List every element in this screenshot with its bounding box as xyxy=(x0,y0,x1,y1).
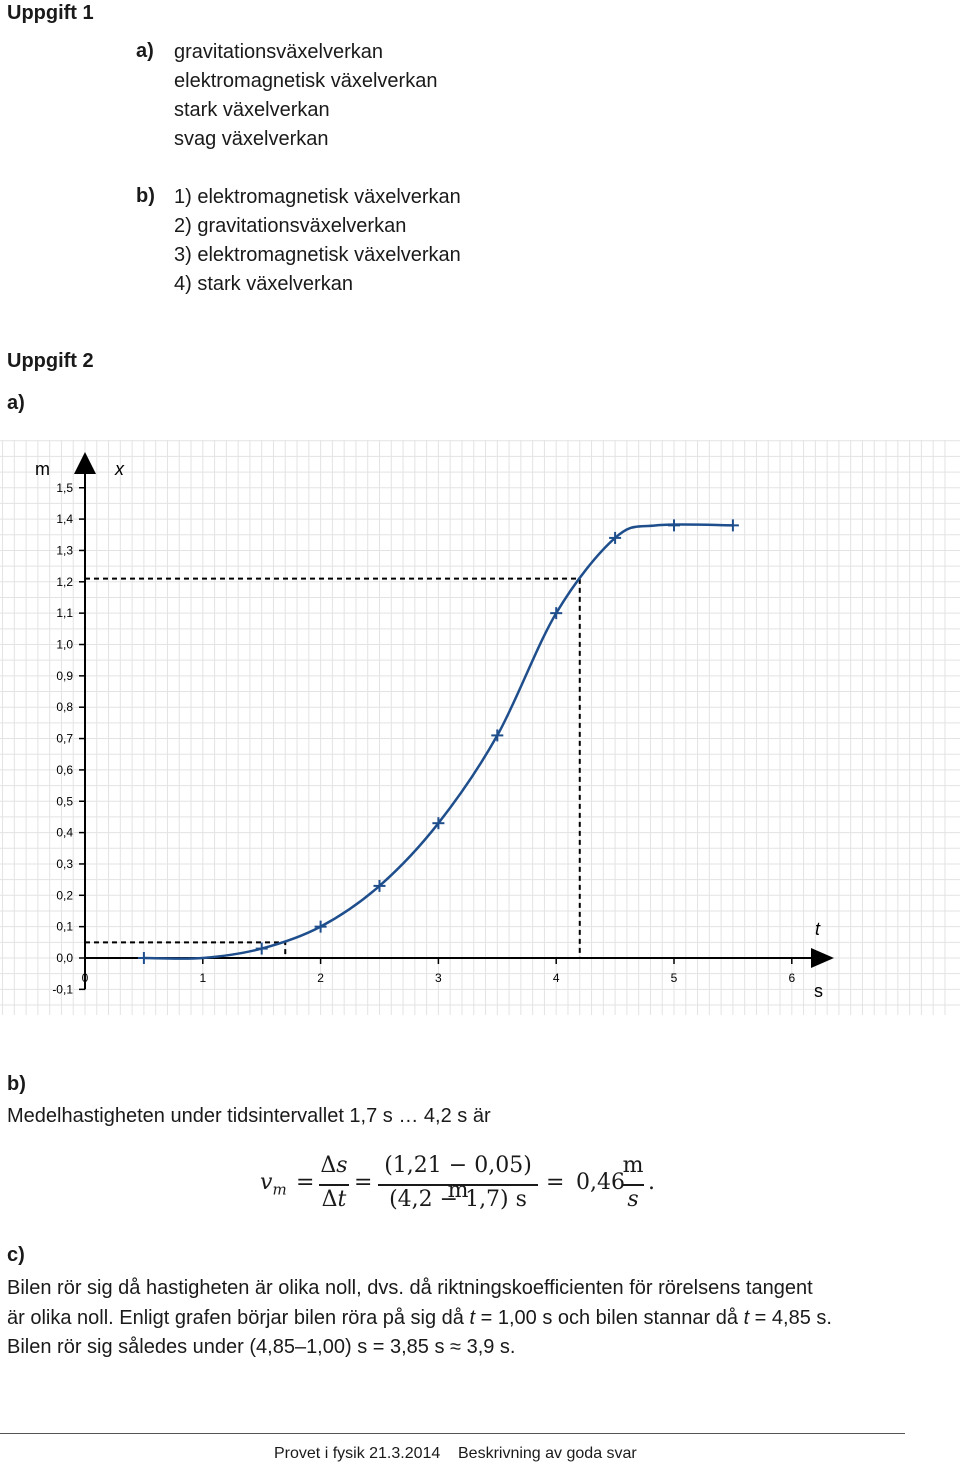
y-tick-label: 1,4 xyxy=(56,512,73,526)
footer-divider xyxy=(0,1433,905,1434)
y-tick-label: 1,5 xyxy=(56,481,73,495)
y-tick-label: 0,8 xyxy=(56,700,73,714)
x-axis-unit: s xyxy=(814,981,823,1001)
y-tick-label: 0,9 xyxy=(56,669,73,683)
formula-lhs: vm xyxy=(260,1170,287,1199)
y-tick-label: 0,6 xyxy=(56,763,73,777)
y-axis-variable: x xyxy=(114,459,125,479)
formula-eq3: = xyxy=(546,1170,565,1195)
y-tick-label: 1,2 xyxy=(56,575,73,589)
formula-eq2: = xyxy=(354,1170,373,1195)
data-point-marker xyxy=(491,729,504,742)
velocity-formula: vm = Δs Δt = (1,21 − 0,05) m (4,2 − 1,7)… xyxy=(0,1150,960,1220)
formula-unit-num: m xyxy=(622,1153,644,1178)
chart-markers xyxy=(137,519,739,964)
y-axis-arrow-icon xyxy=(74,452,96,474)
y-tick-label: 0,7 xyxy=(56,732,73,746)
x-tick-label: 4 xyxy=(553,971,560,985)
y-tick-label: 0,2 xyxy=(56,888,73,902)
chart-grid xyxy=(0,440,960,1015)
task1-a-item: elektromagnetisk växelverkan xyxy=(174,70,438,92)
x-tick-label: 0 xyxy=(82,971,89,985)
y-tick-label: 0,1 xyxy=(56,920,73,934)
task1-b-item: 1) elektromagnetisk växelverkan xyxy=(174,186,461,208)
formula-delta-den: Δt xyxy=(321,1187,347,1212)
task2-heading: Uppgift 2 xyxy=(7,350,94,372)
x-tick-label: 3 xyxy=(435,971,442,985)
data-point-marker xyxy=(137,952,150,964)
formula-result: 0,46 xyxy=(576,1170,625,1195)
x-tick-label: 5 xyxy=(671,971,678,985)
task1-a-label: a) xyxy=(136,40,154,62)
task1-a-item: stark växelverkan xyxy=(174,99,330,121)
task2-b-text: Medelhastigheten under tidsintervallet 1… xyxy=(7,1105,491,1127)
data-point-marker xyxy=(373,879,386,892)
y-tick-label: 1,1 xyxy=(56,606,73,620)
task2-a-label: a) xyxy=(7,392,25,414)
data-point-marker xyxy=(255,942,268,955)
y-axis-unit: m xyxy=(35,459,50,479)
formula-eq1: = xyxy=(296,1170,315,1195)
task1-a-item: svag växelverkan xyxy=(174,128,329,150)
task2-c-text: Bilen rör sig då hastigheten är olika no… xyxy=(7,1274,957,1363)
y-tick-label: -0,1 xyxy=(52,982,73,996)
formula-delta-num: Δs xyxy=(320,1153,348,1178)
formula-fraction-bar xyxy=(378,1184,538,1186)
formula-numerator: (1,21 − 0,05) m xyxy=(384,1153,532,1203)
chart-labels: -0,1 0,0 0,1 0,2 0,3 0,4 0,5 0,6 0,7 0,8 0,9 1,0 1,1… xyxy=(35,459,823,1001)
x-axis-variable: t xyxy=(815,919,821,939)
y-tick-label: 1,3 xyxy=(56,543,73,557)
task1-heading: Uppgift 1 xyxy=(7,2,94,24)
formula-unit-den: s xyxy=(627,1187,639,1212)
x-axis-arrow-icon xyxy=(811,948,834,968)
y-tick-label: 0,3 xyxy=(56,857,73,871)
y-tick-label: 0,4 xyxy=(56,826,73,840)
chart-axes xyxy=(74,452,834,991)
formula-fraction-bar xyxy=(319,1184,349,1186)
task2-b-label: b) xyxy=(7,1073,26,1095)
data-point-marker xyxy=(550,607,563,620)
x-tick-label: 6 xyxy=(788,971,795,985)
task1-b-item: 3) elektromagnetisk växelverkan xyxy=(174,244,461,266)
data-point-marker xyxy=(314,920,327,933)
chart-svg: -0,1 0,0 0,1 0,2 0,3 0,4 0,5 0,6 0,7 0,8 0,9 1,0 1,1… xyxy=(0,440,960,1015)
task1-b-item: 2) gravitationsväxelverkan xyxy=(174,215,407,237)
data-point-marker xyxy=(668,519,680,532)
formula-end: . xyxy=(648,1170,655,1195)
formula-fraction-bar xyxy=(622,1184,644,1186)
footer-left: Provet i fysik 21.3.2014 xyxy=(274,1445,441,1462)
formula-denominator: (4,2 − 1,7) s xyxy=(389,1187,527,1212)
task1-b-label: b) xyxy=(136,185,155,207)
data-point-marker xyxy=(432,817,445,830)
task2-c-label: c) xyxy=(7,1244,25,1266)
task1-a-list: gravitationsväxelverkan elektromagnetisk… xyxy=(174,38,437,154)
y-tick-label: 0,5 xyxy=(56,794,73,808)
footer-right: Beskrivning av goda svar xyxy=(458,1445,637,1462)
data-point-marker xyxy=(609,531,622,544)
y-tick-label: 0,0 xyxy=(56,951,73,965)
x-tick-label: 2 xyxy=(317,971,324,985)
task1-a-item: gravitationsväxelverkan xyxy=(174,41,383,63)
task2-c-line: Bilen rör sig således under (4,85–1,00) … xyxy=(7,1336,516,1358)
reference-dashed-line xyxy=(85,577,581,958)
task1-b-list: 1) elektromagnetisk växelverkan 2) gravi… xyxy=(174,183,461,299)
data-point-marker xyxy=(726,519,739,532)
task2-c-line: Bilen rör sig då hastigheten är olika no… xyxy=(7,1277,813,1299)
position-time-chart: -0,1 0,0 0,1 0,2 0,3 0,4 0,5 0,6 0,7 0,8 0,9 1,0 1,1… xyxy=(0,440,960,1015)
task1-b-item: 4) stark växelverkan xyxy=(174,273,353,295)
task2-c-line: är olika noll. Enligt grafen börjar bile… xyxy=(7,1306,832,1329)
x-tick-label: 1 xyxy=(199,971,206,985)
y-tick-label: 1,0 xyxy=(56,638,73,652)
